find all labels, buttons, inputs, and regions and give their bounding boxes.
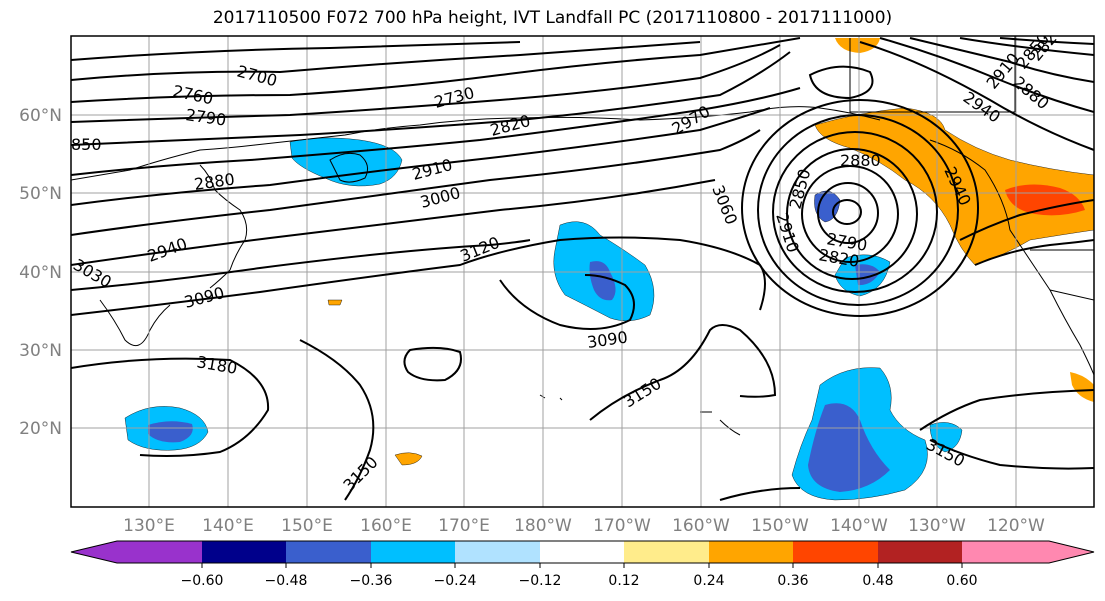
colorbar-tick: 0.24	[693, 573, 724, 589]
lat-label: 50°N	[19, 184, 62, 204]
colorbar-segment	[540, 541, 624, 563]
map-frame	[70, 35, 1095, 508]
lon-label: 120°W	[987, 516, 1045, 536]
lat-label: 30°N	[19, 341, 62, 361]
lat-label: 20°N	[19, 419, 62, 439]
colorbar-tick: −0.48	[265, 573, 308, 589]
ivt-positive-top	[835, 38, 880, 53]
contour-label: 2880	[840, 151, 881, 170]
colorbar-segment	[624, 541, 709, 563]
colorbar-segment	[1049, 541, 1094, 563]
colorbar-segment	[202, 541, 286, 563]
colorbar: −0.60 −0.48 −0.36 −0.24 −0.12 0.12 0.24 …	[70, 540, 1095, 589]
colorbar-segment	[793, 541, 878, 563]
colorbar-tick: −0.60	[181, 573, 224, 589]
lon-label: 130°W	[908, 516, 966, 536]
colorbar-tick: 0.60	[946, 573, 977, 589]
longitude-labels: 130°E 140°E 150°E 160°E 170°E 180°W 170°…	[123, 516, 1045, 536]
colorbar-segment	[117, 541, 202, 563]
colorbar-tick: 0.12	[608, 573, 639, 589]
contour-label: 850	[71, 135, 102, 154]
lon-label: 140°W	[830, 516, 888, 536]
colorbar-tick: −0.12	[519, 573, 562, 589]
colorbar-segment	[709, 541, 793, 563]
colorbar-segment	[962, 541, 1049, 563]
lon-label: 160°E	[360, 516, 412, 536]
ivt-positive-small3	[327, 299, 343, 306]
lon-label: 150°E	[281, 516, 333, 536]
colorbar-segment	[455, 541, 540, 563]
lat-label: 60°N	[19, 106, 62, 126]
ivt-positive-small1	[394, 452, 423, 466]
lat-label: 40°N	[19, 263, 62, 283]
colorbar-segment	[71, 541, 117, 563]
colorbar-tick: −0.36	[350, 573, 393, 589]
map-title: 2017110500 F072 700 hPa height, IVT Land…	[212, 8, 893, 28]
lon-label: 140°E	[202, 516, 254, 536]
colorbar-tick: −0.24	[434, 573, 477, 589]
colorbar-segment	[878, 541, 962, 563]
colorbar-outline	[70, 540, 1095, 564]
ivt-positive-core	[1005, 184, 1085, 216]
height-contours	[71, 37, 1094, 501]
ivt-positive-small2	[1070, 372, 1094, 402]
lon-label: 180°W	[514, 516, 572, 536]
lon-label: 170°E	[438, 516, 490, 536]
lon-label: 160°W	[672, 516, 730, 536]
lon-label: 170°W	[593, 516, 651, 536]
colorbar-segment	[286, 541, 371, 563]
colorbar-tick: 0.48	[862, 573, 893, 589]
latitude-labels: 60°N 50°N 40°N 30°N 20°N	[19, 106, 62, 439]
colorbar-tick: 0.36	[777, 573, 808, 589]
lon-label: 130°E	[123, 516, 175, 536]
lon-label: 150°W	[751, 516, 809, 536]
colorbar-segment	[371, 541, 455, 563]
